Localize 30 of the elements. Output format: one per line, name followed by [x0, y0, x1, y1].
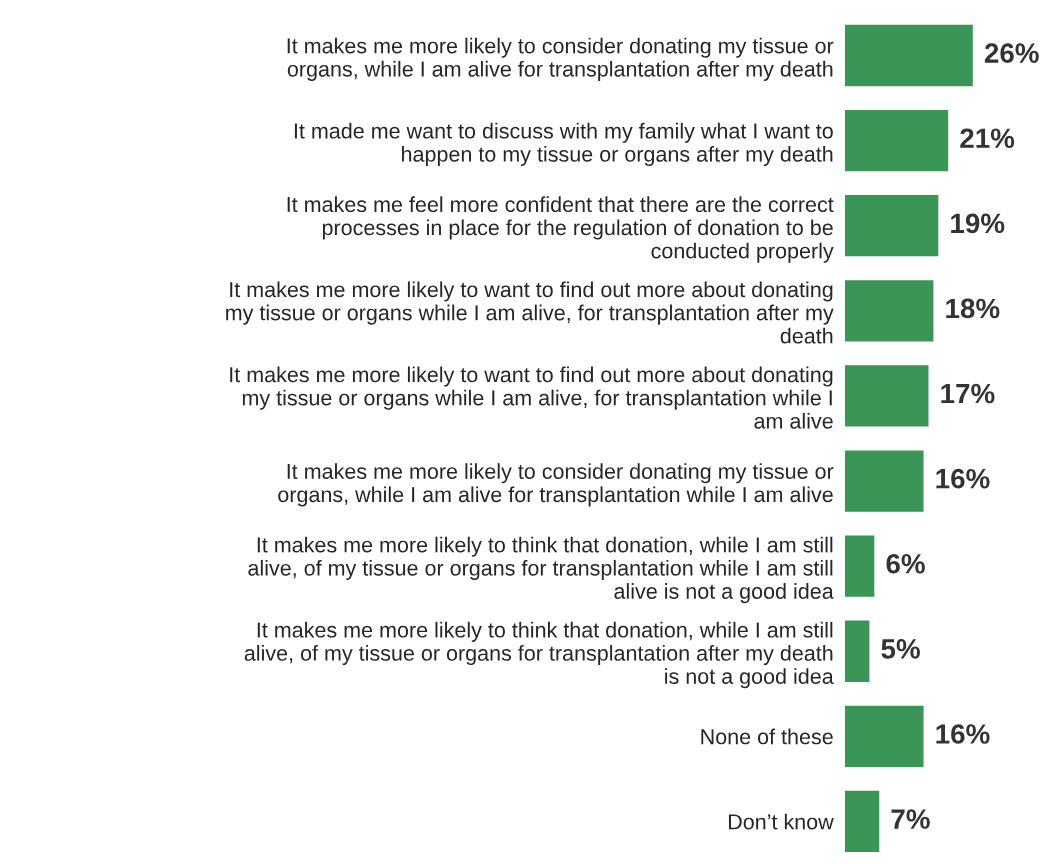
bar: [844, 705, 924, 767]
bar: [844, 24, 973, 87]
data-label: 18%: [946, 298, 1000, 319]
data-label: 5%: [881, 639, 920, 659]
y-tick-label: Don’t know: [728, 813, 834, 830]
bar: [844, 109, 949, 172]
bar: [844, 450, 924, 512]
bar: [844, 790, 880, 853]
data-label: 19%: [951, 213, 1005, 234]
data-label: 6%: [886, 553, 925, 574]
y-tick-label: It made me want to discuss with my family what I want to happen to my tissue or organs after my death: [294, 122, 833, 167]
y-tick-label: It makes me more likely to consider donating my tissue or organs, while I am alive for transplantation while I am alive: [278, 463, 834, 507]
y-tick-label: It makes me more likely to want to find out more about donating my tissue or organs while I am alive, for transplantation while I am alive: [230, 366, 833, 429]
y-tick-label: It makes me feel more confident that there are the correct processes in place for the regulation of donation to be conducted properly: [287, 196, 834, 263]
y-tick-label: It makes me more likely to want to find out more about donating my tissue or organs while I am alive, for transplantation after my death: [226, 281, 834, 344]
bar: [844, 365, 929, 427]
data-label: 21%: [960, 128, 1015, 149]
y-tick-label: It makes me more likely to consider donating my tissue or organs, while I am alive for transplantation after my death: [287, 37, 834, 81]
bar: [844, 195, 939, 257]
data-label: 16%: [936, 724, 990, 744]
y-tick-label: None of these: [701, 728, 833, 745]
data-label: 7%: [891, 809, 930, 829]
data-label: 17%: [941, 383, 995, 404]
y-tick-label: It makes me more likely to think that donation, while I am still alive, of my tissue or organs for transplantation while I am still alive is not a good idea: [248, 536, 834, 604]
bar: [844, 620, 870, 682]
data-label: 16%: [936, 468, 990, 489]
bar: [844, 535, 875, 597]
y-tick-label: It makes me more likely to think that donation, while I am still alive, of my tissue or organs for transplantation after my death is not a good idea: [244, 621, 834, 689]
bar: [844, 280, 934, 342]
data-label: 26%: [984, 43, 1039, 63]
